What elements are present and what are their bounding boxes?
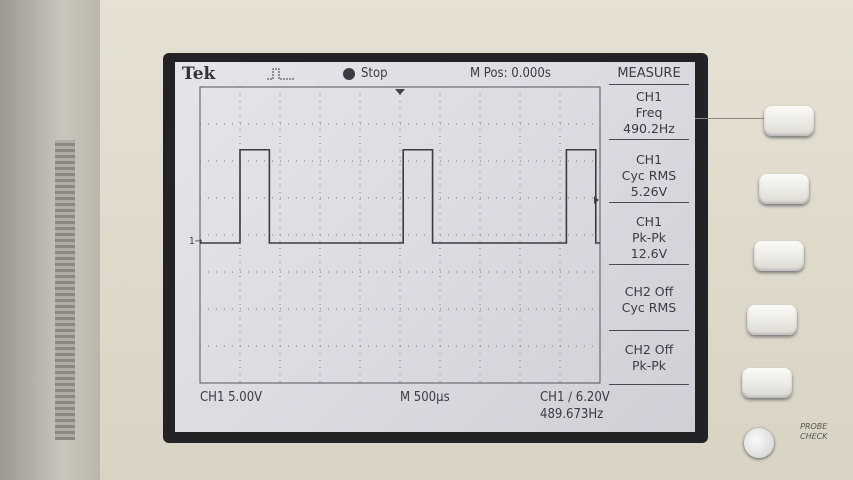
ch1-volts-per-div: CH1 5.00V	[200, 390, 263, 405]
pulse-trigger-icon	[267, 68, 295, 80]
measure-type: Pk-Pk	[631, 230, 667, 245]
measure-source: CH2 Off	[624, 284, 674, 299]
measure-type: Pk-Pk	[631, 358, 667, 373]
measure-ch1-pk-pk[interactable]: CH1 Pk-Pk 12.6V	[609, 214, 689, 265]
button-lead-line	[695, 118, 765, 119]
menu-button-4[interactable]	[747, 305, 797, 335]
measure-value: 490.2Hz	[623, 121, 675, 136]
m-position: M Pos: 0.000s	[470, 66, 551, 81]
ch1-ground-marker: 1→	[189, 236, 203, 247]
trigger-frequency: 489.673Hz	[540, 407, 604, 422]
measure-source: CH1	[635, 214, 663, 229]
menu-button-1[interactable]	[764, 106, 814, 136]
timebase: M 500µs	[400, 390, 450, 405]
menu-button-5[interactable]	[742, 368, 792, 398]
probe-check-button[interactable]	[744, 428, 774, 458]
oscilloscope-display: Tek Stop M Pos: 0.000s 1→ MEASURE CH1 Fre…	[175, 62, 695, 432]
adjacent-equipment	[0, 0, 105, 480]
menu-button-3[interactable]	[754, 241, 804, 271]
brand-logo: Tek	[182, 64, 216, 84]
waveform-graticule	[199, 86, 601, 384]
measure-type: Cyc RMS	[621, 300, 677, 315]
measure-ch2-pk-pk[interactable]: CH2 Off Pk-Pk	[609, 342, 689, 385]
measure-source: CH1	[635, 89, 663, 104]
measure-ch1-cyc-rms[interactable]: CH1 Cyc RMS 5.26V	[609, 152, 689, 203]
measure-type: Cyc RMS	[621, 168, 677, 183]
menu-button-2[interactable]	[759, 174, 809, 204]
measure-ch2-cyc-rms[interactable]: CH2 Off Cyc RMS	[609, 284, 689, 331]
measure-menu: MEASURE CH1 Freq 490.2Hz CH1 Cyc RMS 5.26V C…	[603, 62, 695, 402]
measure-source: CH2 Off	[624, 342, 674, 357]
measure-type: Freq	[635, 105, 663, 120]
run-state: Stop	[361, 66, 388, 81]
probe-check-label: PROBE CHECK	[800, 422, 828, 441]
vent-grille	[55, 140, 75, 440]
measure-source: CH1	[635, 152, 663, 167]
measure-value: 12.6V	[630, 246, 668, 261]
trigger-level: CH1 ∕ 6.20V	[540, 390, 610, 405]
ch1-waveform-trace	[200, 148, 600, 244]
trigger-position-marker	[395, 89, 405, 95]
measure-value: 5.26V	[630, 184, 668, 199]
measure-ch1-freq[interactable]: CH1 Freq 490.2Hz	[609, 89, 689, 140]
stop-indicator-icon	[343, 68, 355, 80]
menu-title: MEASURE	[609, 66, 689, 85]
